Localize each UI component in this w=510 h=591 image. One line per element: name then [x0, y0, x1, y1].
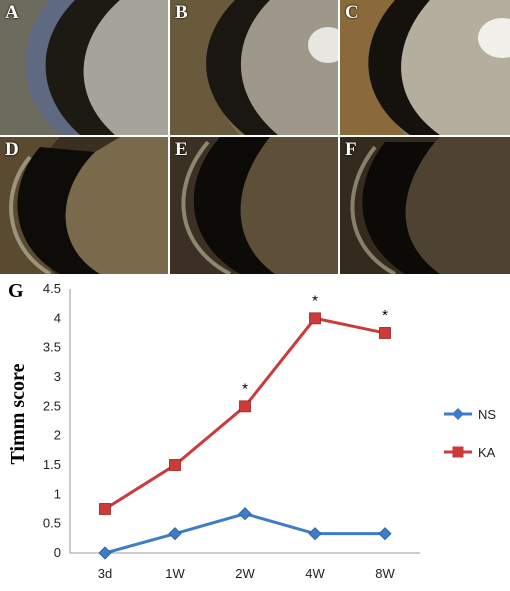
data-point-ka — [169, 459, 181, 471]
y-tick-label: 0 — [54, 545, 61, 560]
data-point-ns — [378, 527, 392, 541]
x-tick-label: 2W — [235, 566, 255, 581]
legend-marker-ka — [452, 446, 464, 458]
panel-label-a: A — [5, 2, 19, 23]
legend-label-ka: KA — [478, 445, 496, 460]
legend-marker-ns — [452, 408, 464, 420]
significance-marker: * — [382, 307, 388, 324]
y-tick-label: 4 — [54, 310, 61, 325]
micrograph-panel-b: B — [170, 0, 338, 135]
legend-label-ns: NS — [478, 407, 496, 422]
significance-marker: * — [312, 292, 318, 309]
x-tick-label: 4W — [305, 566, 325, 581]
panel-label-g: G — [8, 280, 24, 302]
y-tick-label: 1.5 — [43, 457, 61, 472]
panel-label-b: B — [175, 2, 188, 23]
micrograph-panel-d: D — [0, 137, 168, 274]
micrograph-panels: A B C D — [0, 0, 510, 274]
x-tick-label: 3d — [98, 566, 112, 581]
data-point-ns — [238, 507, 252, 521]
data-point-ka — [309, 312, 321, 325]
micrograph-panel-e: E — [170, 137, 338, 274]
data-point-ka — [239, 400, 251, 413]
x-tick-label: 8W — [375, 566, 395, 581]
panel-label-f: F — [345, 139, 357, 160]
y-tick-label: 3 — [54, 369, 61, 384]
y-axis-label: Timm score — [7, 363, 29, 464]
data-point-ns — [168, 527, 182, 541]
y-tick-label: 2.5 — [43, 398, 61, 413]
timm-score-line-chart: Timm score 0 0.5 1 1.5 2 2.5 3 3.5 4 4.5 3d 1W 2W 4W… — [7, 281, 496, 581]
x-tick-label: 1W — [165, 566, 185, 581]
y-tick-label: 4.5 — [43, 281, 61, 296]
micrograph-panel-c: C — [340, 0, 510, 135]
data-point-ns — [98, 546, 112, 560]
series-line-ka — [104, 316, 386, 511]
y-tick-label: 2 — [54, 428, 61, 443]
panel-label-d: D — [5, 139, 19, 160]
data-point-ka — [379, 327, 391, 339]
data-point-ns — [308, 527, 322, 541]
micrograph-panel-a: A — [0, 0, 168, 135]
significance-marker: * — [242, 380, 248, 397]
data-point-ka — [99, 503, 111, 515]
micrograph-panel-f: F — [340, 137, 510, 274]
y-tick-label: 1 — [54, 486, 61, 501]
y-tick-label: 3.5 — [43, 340, 61, 355]
y-tick-label: 0.5 — [43, 516, 61, 531]
panel-label-c: C — [345, 2, 359, 23]
panel-label-e: E — [175, 139, 188, 160]
